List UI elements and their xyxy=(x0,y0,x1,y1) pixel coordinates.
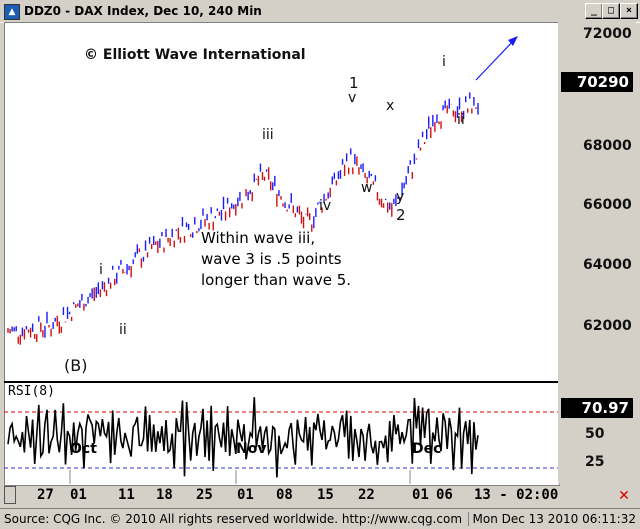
wave-label-2: 2 xyxy=(396,206,406,224)
wave-note: Within wave iii, wave 3 is .5 points lon… xyxy=(201,228,351,291)
rsi-title: RSI(8) xyxy=(8,384,55,399)
window-title: DDZ0 - DAX Index, Dec 10, 240 Min xyxy=(24,4,262,18)
copyright-label: © Elliott Wave International xyxy=(84,47,306,63)
date-27: 27 xyxy=(37,487,54,503)
status-bar: Source: CQG Inc. © 2010 All rights reser… xyxy=(0,508,640,529)
y-tick-62000: 62000 xyxy=(583,318,632,334)
date-nov-22: 22 xyxy=(358,487,375,503)
price-bars xyxy=(7,92,479,345)
date-oct-01: 01 xyxy=(70,487,87,503)
y-tick-66000: 66000 xyxy=(583,197,632,213)
date-oct-25: 25 xyxy=(196,487,213,503)
title-bar[interactable]: ▲ DDZ0 - DAX Index, Dec 10, 240 Min _ □ … xyxy=(0,0,640,23)
chart-app-icon[interactable]: ▲ xyxy=(4,4,20,20)
status-datetime: Mon Dec 13 2010 06:11:32 xyxy=(467,512,636,526)
month-oct: Oct xyxy=(70,441,97,457)
rsi-tick-50: 50 xyxy=(585,426,605,442)
rsi-tick-25: 25 xyxy=(585,454,605,470)
wave-label-B: (B) xyxy=(64,356,88,375)
maximize-button[interactable]: □ xyxy=(602,3,620,19)
rsi-value-marker: 70.97 xyxy=(561,398,633,418)
date-scroll-left[interactable] xyxy=(4,486,16,504)
wave-label-i-2: i xyxy=(442,54,446,70)
wave-label-ii-2: ii xyxy=(457,112,465,128)
date-nov-01: 01 xyxy=(237,487,254,503)
wave-label-ii: ii xyxy=(119,322,127,338)
wave-label-w: w xyxy=(361,180,373,196)
month-dec: Dec xyxy=(412,441,442,457)
last-price-marker: 70290 xyxy=(561,72,633,92)
close-button[interactable]: × xyxy=(620,3,638,19)
date-oct-11: 11 xyxy=(118,487,135,503)
wave-label-iii: iii xyxy=(262,127,274,143)
date-dec-06: 06 xyxy=(436,487,453,503)
note-line-1: Within wave iii, xyxy=(201,229,316,247)
status-source: Source: CQG Inc. © 2010 All rights reser… xyxy=(4,512,463,526)
wave-label-1: 1 xyxy=(349,74,359,92)
date-axis[interactable]: 27 01 11 18 25 01 08 15 22 01 06 13 - 02… xyxy=(4,486,636,506)
date-dec-01: 01 xyxy=(412,487,429,503)
date-dec-13: 13 - 02:00 xyxy=(474,487,559,503)
y-tick-64000: 64000 xyxy=(583,257,632,273)
y-tick-72000: 72000 xyxy=(583,26,632,42)
wave-label-v: v xyxy=(348,90,357,106)
projection-arrowhead xyxy=(508,36,518,46)
note-line-3: longer than wave 5. xyxy=(201,271,352,289)
wave-label-iv: iv xyxy=(319,198,332,214)
date-oct-18: 18 xyxy=(156,487,173,503)
projection-arrow xyxy=(475,37,517,81)
chart-plot-area[interactable] xyxy=(4,22,560,486)
note-line-2: wave 3 is .5 points xyxy=(201,250,342,268)
wave-label-x: x xyxy=(386,98,395,114)
date-nov-15: 15 xyxy=(317,487,334,503)
y-tick-68000: 68000 xyxy=(583,138,632,154)
rsi-line xyxy=(7,397,479,478)
date-nov-08: 08 xyxy=(276,487,293,503)
wave-label-i: i xyxy=(99,262,103,278)
close-chart-icon[interactable]: ✕ xyxy=(618,488,630,504)
wave-label-y: y xyxy=(396,189,405,205)
month-nov: Nov xyxy=(236,441,267,457)
